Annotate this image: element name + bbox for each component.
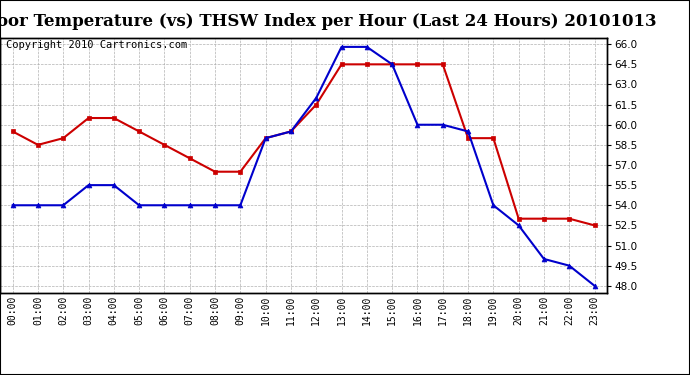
Text: Copyright 2010 Cartronics.com: Copyright 2010 Cartronics.com — [6, 40, 187, 50]
Text: Outdoor Temperature (vs) THSW Index per Hour (Last 24 Hours) 20101013: Outdoor Temperature (vs) THSW Index per … — [0, 13, 656, 30]
